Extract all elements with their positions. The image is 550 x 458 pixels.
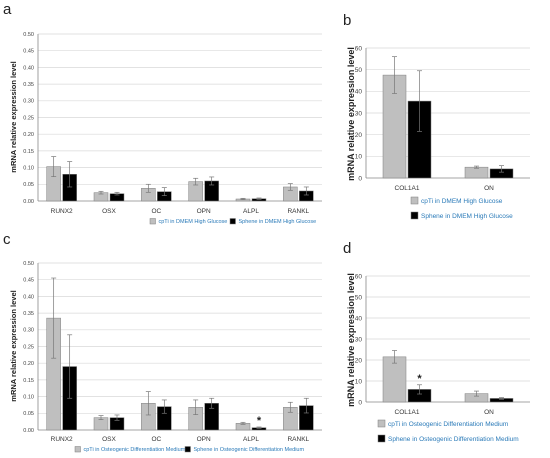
y-tick-label: 0.00 xyxy=(23,199,34,205)
y-tick-label: 0.35 xyxy=(23,311,34,317)
y-tick-label: 0.40 xyxy=(23,65,34,71)
y-tick-label: 40 xyxy=(355,315,363,322)
significance-star: * xyxy=(417,373,422,385)
panel-letter: b xyxy=(343,12,351,29)
y-tick-label: 50 xyxy=(355,294,363,301)
x-category-label: ALPL xyxy=(243,436,259,443)
x-category-label: OSX xyxy=(102,436,116,443)
y-tick-label: 0.05 xyxy=(23,411,34,417)
y-tick-label: 0 xyxy=(358,175,362,182)
legend-swatch xyxy=(184,446,191,453)
x-category-label: ON xyxy=(484,185,494,192)
x-category-label: COL1A1 xyxy=(395,185,420,192)
y-tick-label: 0.10 xyxy=(23,395,34,401)
legend-swatch xyxy=(377,419,386,428)
bar-cpti xyxy=(382,356,407,403)
y-tick-label: 10 xyxy=(355,378,363,385)
panel-letter: a xyxy=(3,1,12,18)
y-tick-label: 0.20 xyxy=(23,132,34,138)
y-tick-label: 0.10 xyxy=(23,166,34,172)
y-tick-label: 0.30 xyxy=(23,328,34,334)
x-category-label: ON xyxy=(484,409,494,416)
x-category-label: OPN xyxy=(197,208,211,215)
legend-label: cpTi in Osteogenic Differentiation Mediu… xyxy=(388,421,508,428)
y-tick-label: 40 xyxy=(355,89,363,96)
y-tick-label: 0.40 xyxy=(23,294,34,300)
y-tick-label: 0.50 xyxy=(23,32,34,38)
y-tick-label: 20 xyxy=(355,357,363,364)
y-tick-label: 0.15 xyxy=(23,149,34,155)
y-axis-title: mRNA relative expression level xyxy=(9,61,18,172)
x-category-label: RUNX2 xyxy=(51,436,73,443)
legend-swatch xyxy=(149,218,156,225)
x-category-label: OC xyxy=(151,436,161,443)
legend-label: cpTi in DMEM High Glucose xyxy=(421,198,503,205)
y-tick-label: 0 xyxy=(358,399,362,406)
y-tick-label: 0.35 xyxy=(23,82,34,88)
y-tick-label: 0.50 xyxy=(23,261,34,267)
panel-letter: d xyxy=(343,240,351,257)
significance-star: * xyxy=(257,415,262,427)
y-tick-label: 0.45 xyxy=(23,49,34,55)
x-category-label: RANKL xyxy=(287,436,309,443)
chart-panel-c: c 0.00 0.05 0.10 0.15 0.20 0.25 0.30 0.35 0.40 0.4… xyxy=(3,231,322,453)
y-tick-label: 0.45 xyxy=(23,278,34,284)
bar-cpti xyxy=(464,166,489,179)
legend-label: Sphene in Osteogenic Differentiation Med… xyxy=(388,436,519,443)
y-tick-label: 20 xyxy=(355,132,363,139)
y-tick-label: 0.15 xyxy=(23,378,34,384)
y-tick-label: 10 xyxy=(355,154,363,161)
legend-label: Sphene in DMEM High Glucose xyxy=(239,219,317,225)
x-category-label: OC xyxy=(151,208,161,215)
y-tick-label: 0.05 xyxy=(23,182,34,188)
legend-label: Sphene in Osteogenic Differentiation Med… xyxy=(194,447,305,453)
y-axis-title: mRNA relative expression level xyxy=(346,273,356,407)
y-tick-label: 30 xyxy=(355,110,363,117)
x-category-label: RANKL xyxy=(287,208,309,215)
y-tick-label: 0.25 xyxy=(23,115,34,121)
chart-panel-a: a 0.00 0.05 0.10 0.15 0.20 0.25 0.30 0.35 0.40 0.4… xyxy=(3,1,322,225)
y-tick-label: 0.00 xyxy=(23,428,34,434)
x-category-label: COL1A1 xyxy=(395,409,420,416)
y-tick-label: 0.25 xyxy=(23,344,34,350)
x-category-label: OSX xyxy=(102,208,116,215)
y-tick-label: 0.20 xyxy=(23,361,34,367)
legend-swatch xyxy=(410,211,419,220)
legend-label: Sphene in DMEM High Glucose xyxy=(421,213,513,220)
y-tick-label: 30 xyxy=(355,336,363,343)
y-tick-label: 60 xyxy=(355,45,363,52)
x-category-label: OPN xyxy=(197,436,211,443)
legend-label: cpTi in Osteogenic Differentiation Mediu… xyxy=(84,447,186,453)
legend-label: cpTi in DMEM High Glucose xyxy=(159,219,228,225)
legend-swatch xyxy=(410,196,419,205)
legend-swatch xyxy=(229,218,236,225)
y-tick-label: 0.30 xyxy=(23,99,34,105)
y-tick-label: 50 xyxy=(355,67,363,74)
y-tick-label: 60 xyxy=(355,273,363,280)
y-axis-title: mRNA relative expression level xyxy=(9,290,18,401)
y-axis-title: mRNA relative expression level xyxy=(346,47,356,181)
panel-letter: c xyxy=(3,231,11,248)
x-category-label: ALPL xyxy=(243,208,259,215)
x-category-label: RUNX2 xyxy=(51,208,73,215)
legend-swatch xyxy=(74,446,81,453)
legend-swatch xyxy=(377,434,386,443)
